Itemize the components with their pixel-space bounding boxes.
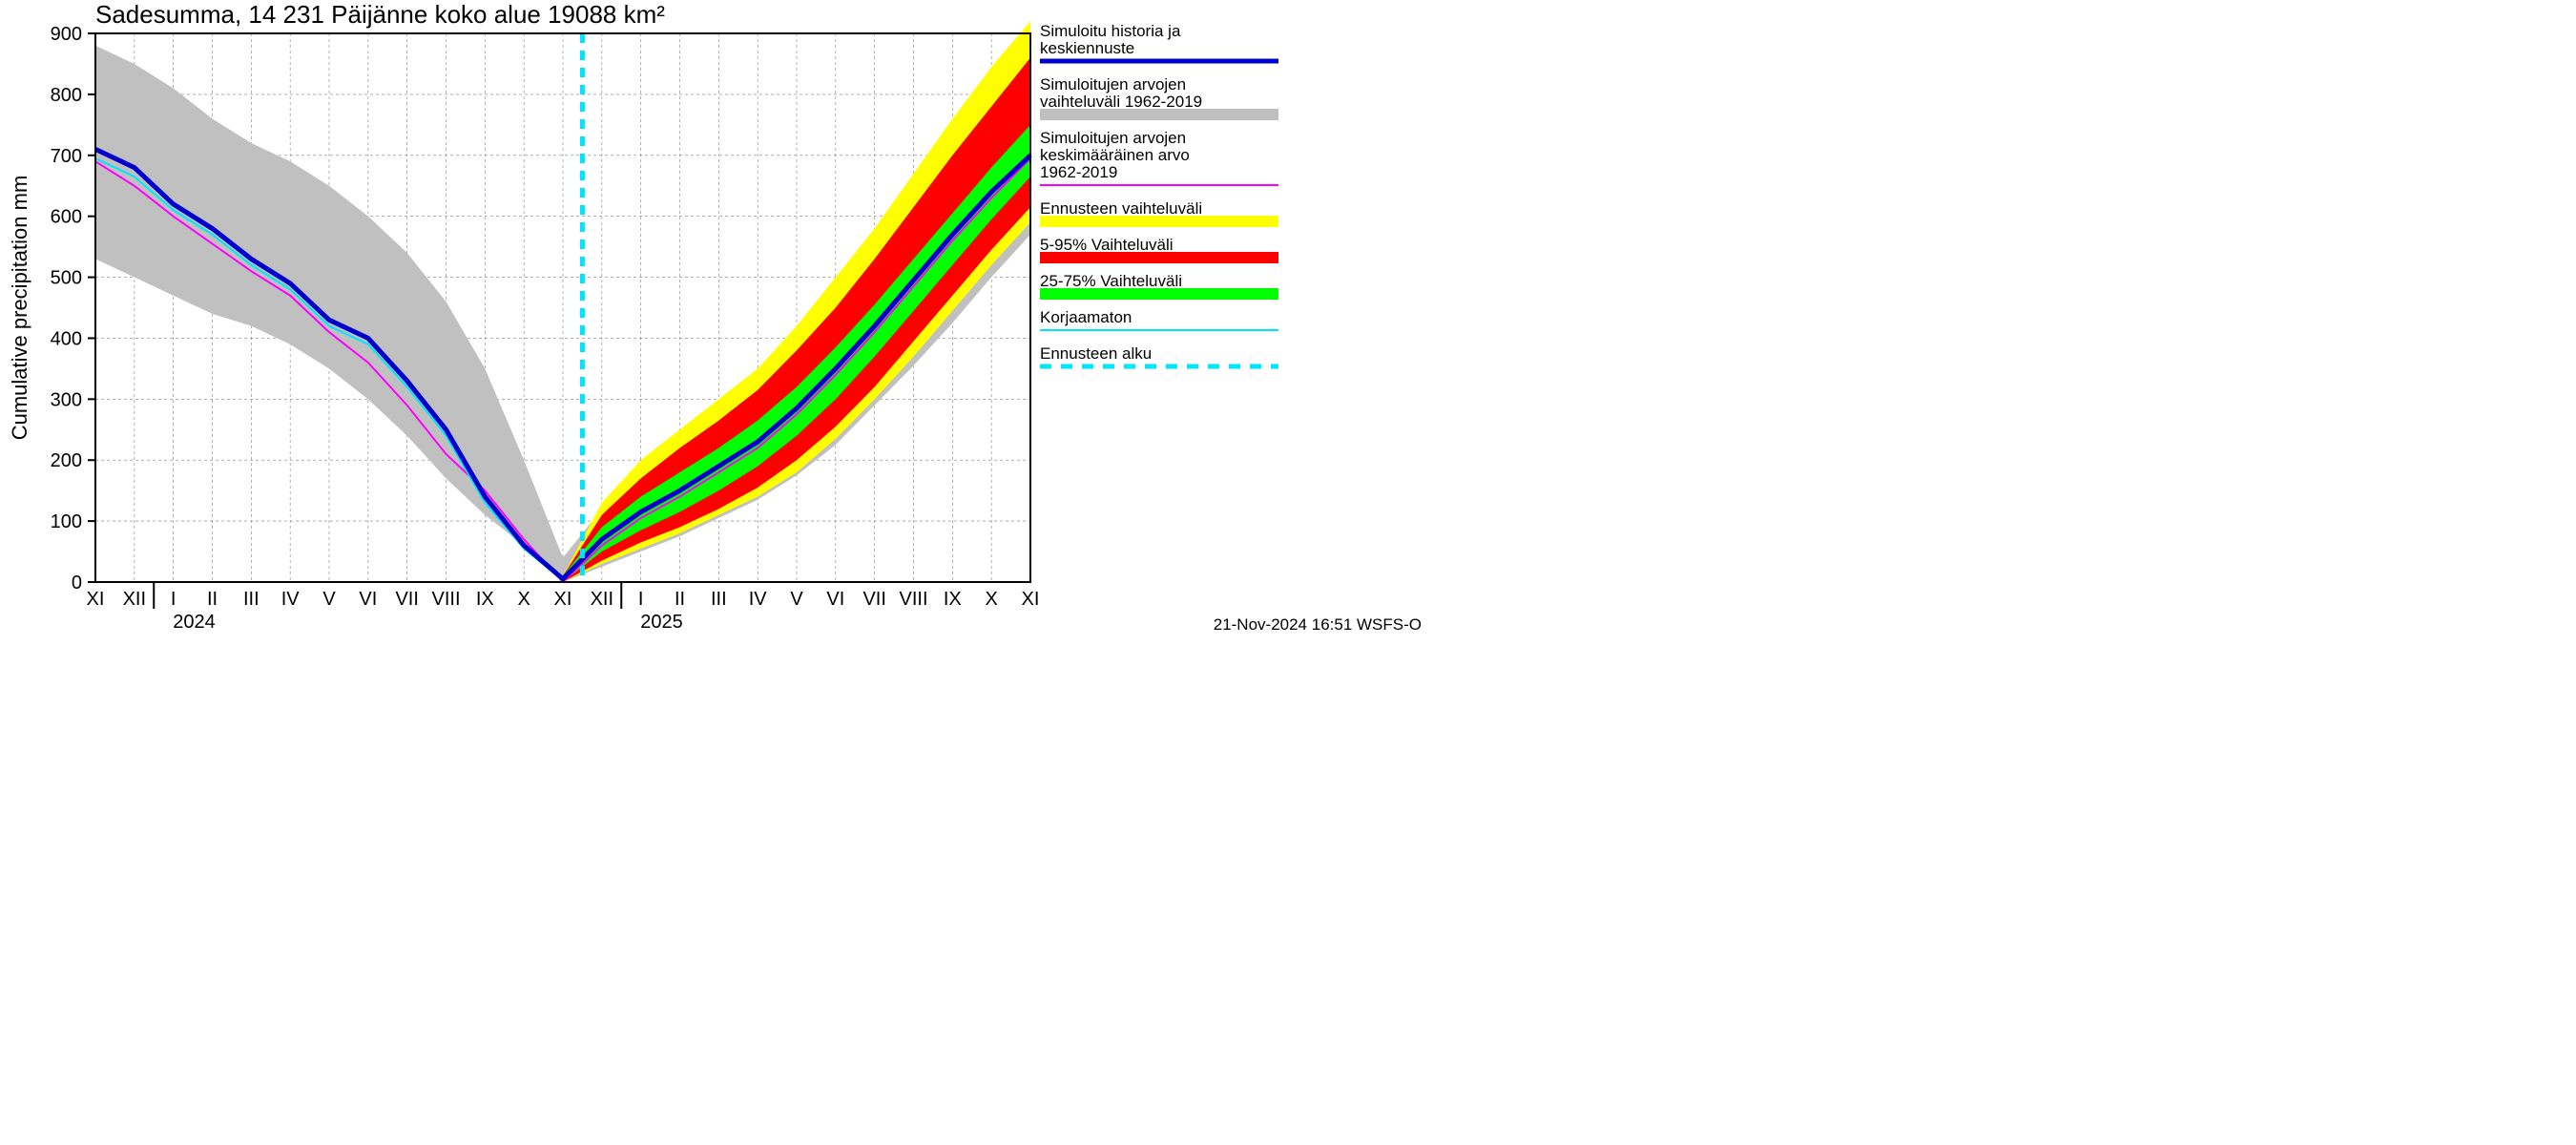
x-tick-label: V [322, 589, 336, 610]
legend-label: Korjaamaton [1040, 308, 1132, 326]
x-tick-label: VII [395, 589, 418, 610]
precipitation-forecast-chart: 0100200300400500600700800900XIXIIIIIIIII… [0, 0, 1431, 636]
x-tick-label: IX [944, 589, 962, 610]
x-tick-label: I [638, 589, 644, 610]
x-tick-label: XI [87, 589, 105, 610]
x-tick-label: VII [862, 589, 885, 610]
x-tick-label: XI [554, 589, 572, 610]
x-tick-label: II [675, 589, 685, 610]
legend-label: Simuloitujen arvojen [1040, 129, 1186, 147]
x-tick-label: VI [359, 589, 377, 610]
x-tick-label: V [790, 589, 803, 610]
x-tick-label: XI [1022, 589, 1040, 610]
x-tick-label: X [985, 589, 997, 610]
x-tick-label: VIII [899, 589, 927, 610]
legend-label: 5-95% Vaihteluväli [1040, 236, 1174, 254]
legend-label: 1962-2019 [1040, 163, 1117, 181]
x-tick-label: IV [281, 589, 301, 610]
y-tick-label: 100 [51, 511, 82, 532]
legend-label: 25-75% Vaihteluväli [1040, 272, 1182, 290]
chart-footer: 21-Nov-2024 16:51 WSFS-O [1214, 615, 1422, 634]
legend-label: Ennusteen vaihteluväli [1040, 199, 1202, 218]
y-tick-label: 300 [51, 389, 82, 410]
x-tick-label: VI [826, 589, 844, 610]
y-tick-label: 400 [51, 328, 82, 349]
legend-label: vaihteluväli 1962-2019 [1040, 93, 1202, 111]
x-tick-label: IX [476, 589, 494, 610]
y-tick-label: 0 [72, 572, 82, 593]
x-tick-label: IV [749, 589, 768, 610]
y-tick-label: 500 [51, 268, 82, 289]
x-tick-label: II [207, 589, 218, 610]
y-tick-label: 900 [51, 24, 82, 45]
x-tick-label: III [711, 589, 727, 610]
y-tick-label: 200 [51, 450, 82, 471]
x-year-label: 2025 [640, 612, 683, 633]
legend-label: Ennusteen alku [1040, 344, 1152, 363]
x-tick-label: VIII [431, 589, 460, 610]
legend-label: Simuloitu historia ja [1040, 22, 1181, 40]
x-tick-label: I [171, 589, 177, 610]
y-tick-label: 800 [51, 85, 82, 106]
x-year-label: 2024 [173, 612, 216, 633]
legend-label: keskiennuste [1040, 39, 1134, 57]
x-tick-label: XII [591, 589, 613, 610]
y-tick-label: 600 [51, 207, 82, 228]
x-tick-label: XII [123, 589, 146, 610]
x-tick-label: X [517, 589, 530, 610]
legend-label: keskimääräinen arvo [1040, 146, 1190, 164]
y-axis-label: Cumulative precipitation mm [8, 176, 31, 441]
chart-title: Sadesumma, 14 231 Päijänne koko alue 190… [95, 0, 665, 29]
legend-label: Simuloitujen arvojen [1040, 75, 1186, 94]
y-tick-label: 700 [51, 146, 82, 167]
x-tick-label: III [243, 589, 260, 610]
